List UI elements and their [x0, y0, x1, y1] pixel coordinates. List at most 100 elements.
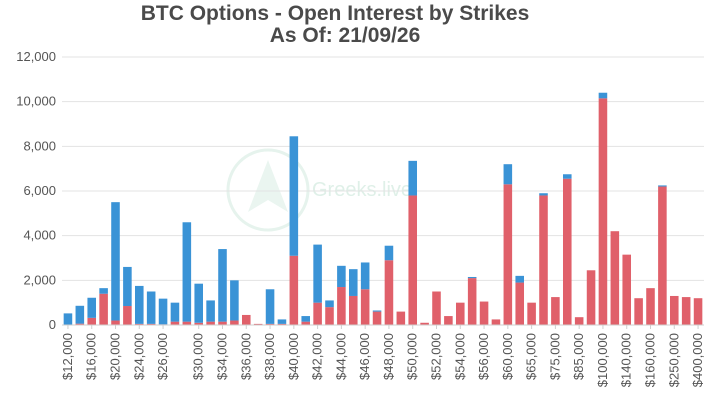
- bar-put: [384, 260, 394, 325]
- x-tick-label: $54,000: [452, 333, 467, 380]
- bar-call: [206, 300, 215, 322]
- bar-put: [134, 323, 144, 325]
- x-tick-label: $34,000: [215, 333, 230, 380]
- bar-call: [194, 283, 204, 323]
- bar-put: [574, 317, 584, 325]
- bar-call: [408, 160, 418, 196]
- x-tick-label: $52,000: [429, 333, 444, 380]
- bars: [63, 92, 703, 325]
- x-tick-label: $44,000: [333, 333, 348, 380]
- bar-put: [467, 278, 477, 325]
- watermark-logo-mark: [248, 160, 288, 212]
- x-tick-label: $46,000: [357, 333, 372, 380]
- bar-put: [503, 184, 513, 325]
- bar-put: [551, 297, 560, 325]
- y-tick-label: 4,000: [23, 228, 56, 243]
- y-tick-label: 12,000: [16, 49, 56, 64]
- bar-call: [75, 305, 85, 324]
- bar-call: [230, 280, 239, 321]
- x-tick-label: $36,000: [238, 333, 253, 380]
- watermark-logo-icon: [226, 148, 310, 232]
- bar-put: [420, 322, 429, 325]
- y-tick-label: 6,000: [23, 183, 56, 198]
- bar-call: [325, 300, 334, 308]
- bar-call: [158, 298, 168, 325]
- bar-put: [622, 254, 632, 325]
- bar-call: [301, 316, 311, 322]
- bar-call: [313, 244, 322, 303]
- bar-put: [230, 320, 239, 325]
- bar-put: [408, 195, 418, 325]
- grid: [62, 56, 704, 281]
- x-tick-label: $26,000: [155, 333, 170, 380]
- x-tick-label: $48,000: [381, 333, 396, 380]
- bar-put: [646, 288, 655, 325]
- x-tick-label: $30,000: [191, 333, 206, 380]
- bar-put: [479, 301, 489, 325]
- bar-put: [539, 195, 548, 325]
- bar-call: [123, 266, 132, 307]
- bar-put: [75, 323, 85, 325]
- x-tick-label: $24,000: [131, 333, 146, 380]
- bar-call: [146, 291, 156, 324]
- x-tick-label: $50,000: [405, 333, 420, 380]
- bar-put: [432, 291, 441, 325]
- bar-call: [111, 202, 120, 321]
- bar-put: [634, 298, 643, 325]
- x-axis: $12,000 $16,000 $20,000 $24,000 $26,000 $30,0…: [60, 325, 705, 387]
- chart-subtitle: As Of: 21/09/26: [270, 24, 421, 47]
- bar-put: [111, 320, 120, 325]
- x-tick-label: $56,000: [476, 333, 491, 380]
- bar-call: [598, 92, 608, 99]
- bar-put: [170, 321, 180, 325]
- bar-call: [87, 297, 97, 318]
- bar-put: [669, 295, 679, 325]
- bar-put: [598, 98, 608, 325]
- bar-put: [444, 316, 453, 325]
- bar-call: [467, 276, 477, 279]
- bar-put: [313, 302, 322, 325]
- x-tick-label: $85,000: [571, 333, 586, 380]
- bar-put: [586, 270, 596, 325]
- x-tick-label: $40,000: [286, 333, 301, 380]
- bar-call: [539, 193, 548, 196]
- bar-call: [218, 249, 227, 322]
- x-tick-label: $16,000: [84, 333, 99, 380]
- bar-put: [372, 311, 382, 325]
- x-tick-label: $42,000: [310, 333, 325, 380]
- x-tick-label: $12,000: [60, 333, 75, 380]
- x-tick-label: $250,000: [666, 333, 681, 387]
- y-axis: 0 2,000 4,000 6,000 8,000 10,000 12,000: [16, 49, 56, 332]
- bar-put: [610, 231, 620, 325]
- bar-call: [182, 222, 192, 322]
- x-tick-label: $20,000: [108, 333, 123, 380]
- bar-call: [658, 185, 667, 187]
- bar-call: [289, 136, 299, 256]
- bar-put: [218, 321, 227, 325]
- bar-put: [348, 295, 358, 325]
- bar-put: [123, 306, 132, 325]
- bar-put: [301, 321, 311, 325]
- bar-call: [63, 313, 73, 325]
- bar-put: [527, 302, 536, 325]
- y-tick-label: 8,000: [23, 138, 56, 153]
- bar-call: [99, 288, 108, 294]
- bar-put: [87, 317, 97, 325]
- bar-put: [253, 323, 263, 325]
- bar-call: [277, 319, 287, 324]
- bar-put: [455, 302, 465, 325]
- watermark-text: Greeks.live: [312, 179, 412, 201]
- x-tick-label: $160,000: [643, 333, 658, 387]
- x-tick-label: $38,000: [262, 333, 277, 380]
- bar-call: [503, 164, 513, 185]
- bar-call: [348, 269, 358, 296]
- bar-put: [146, 323, 156, 325]
- bar-put: [515, 282, 525, 325]
- bar-call: [360, 262, 370, 290]
- bar-put: [360, 289, 370, 325]
- bar-put: [289, 255, 299, 325]
- bar-put: [491, 319, 501, 325]
- y-tick-label: 10,000: [16, 94, 56, 109]
- bar-put: [337, 287, 346, 325]
